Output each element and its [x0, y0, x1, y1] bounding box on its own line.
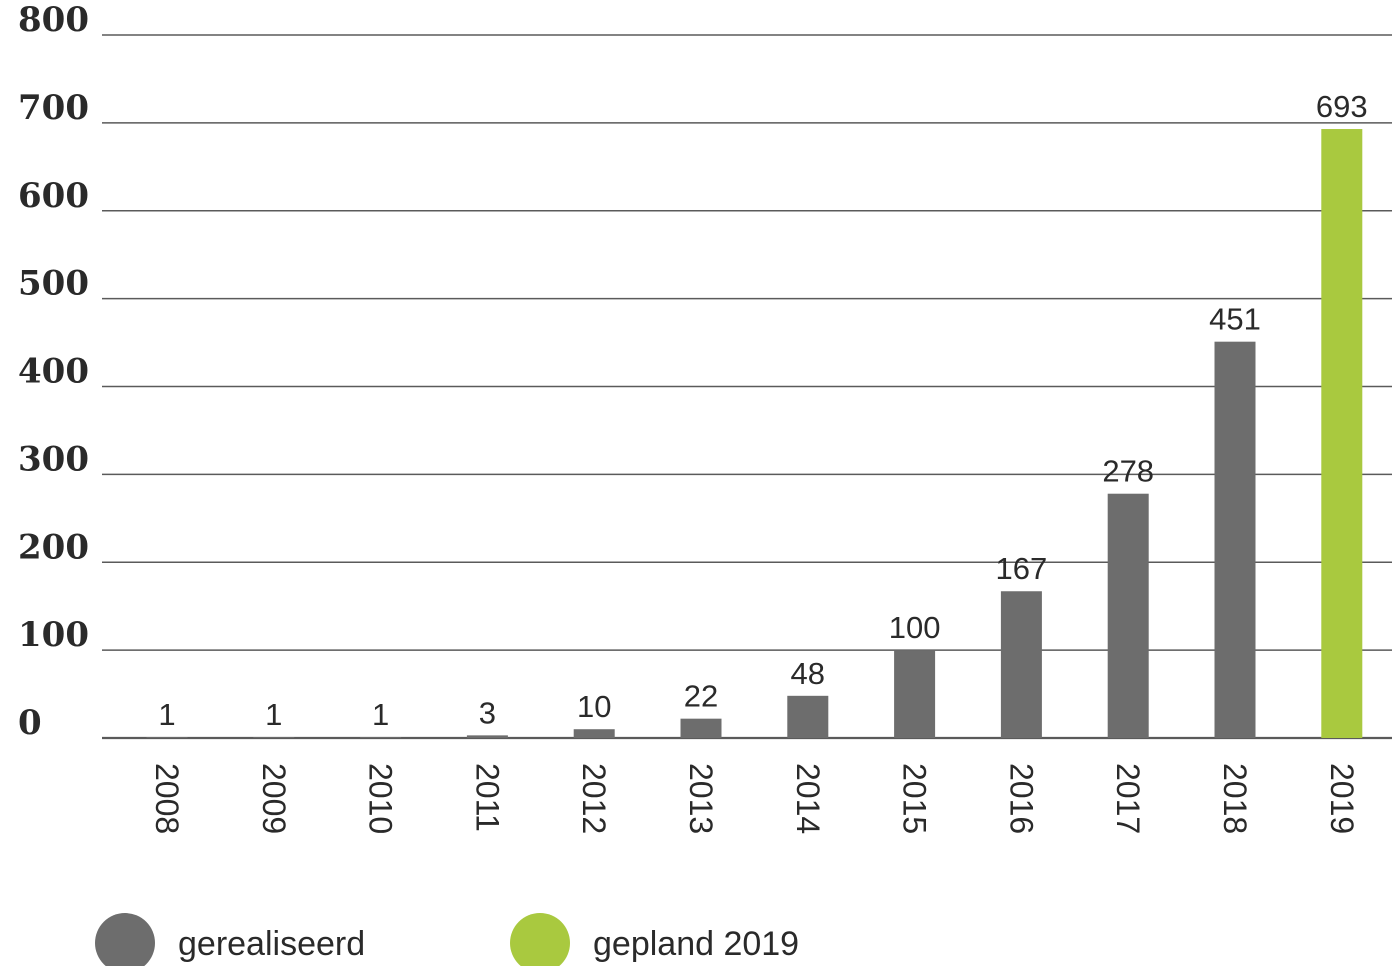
bar-2012 [573, 729, 615, 738]
data-label-2011: 3 [479, 695, 496, 730]
x-tick-label-2008: 2008 [149, 763, 185, 834]
y-tick-label: 600 [18, 176, 89, 216]
x-tick-label-2012: 2012 [576, 763, 612, 834]
bars [146, 129, 1363, 738]
y-tick-label: 500 [18, 264, 89, 304]
data-label-2010: 1 [372, 697, 389, 732]
y-tick-label: 700 [18, 88, 89, 128]
data-label-2016: 167 [996, 551, 1048, 586]
bar-2013 [680, 718, 722, 738]
x-tick-label-2009: 2009 [256, 763, 292, 834]
data-label-2008: 1 [158, 697, 175, 732]
data-label-2013: 22 [684, 679, 718, 714]
y-tick-label: 400 [18, 352, 89, 392]
legend-swatch-1 [510, 913, 570, 966]
legend-swatch-0 [95, 913, 155, 966]
bar-2015 [894, 650, 936, 738]
data-label-2014: 48 [791, 656, 825, 691]
x-tick-label-2015: 2015 [897, 763, 933, 834]
y-tick-label: 0 [18, 703, 42, 743]
bar-2019 [1321, 129, 1363, 738]
bar-2009 [253, 737, 295, 738]
legend-label-1: gepland 2019 [593, 925, 799, 963]
data-label-2018: 451 [1209, 302, 1261, 337]
y-axis-ticks: 0 100 200 300 400 500 600 700 800 [18, 0, 89, 743]
x-tick-label-2017: 2017 [1110, 763, 1146, 834]
y-tick-label: 200 [18, 527, 89, 567]
data-label-2019: 693 [1316, 89, 1368, 124]
bar-2008 [146, 737, 188, 738]
x-tick-label-2014: 2014 [790, 763, 826, 834]
bar-2018 [1214, 341, 1256, 738]
legend: gerealiseerd gepland 2019 [95, 913, 799, 966]
gridlines [102, 34, 1392, 740]
legend-label-0: gerealiseerd [178, 925, 365, 963]
x-tick-label-2016: 2016 [1003, 763, 1039, 834]
x-tick-label-2010: 2010 [363, 763, 399, 834]
bar-2010 [360, 737, 402, 738]
bar-2017 [1107, 493, 1149, 738]
bar-2011 [466, 735, 508, 738]
data-label-2015: 100 [889, 610, 941, 645]
x-tick-label-2013: 2013 [683, 763, 719, 834]
x-tick-label-2018: 2018 [1217, 763, 1253, 834]
data-label-2017: 278 [1102, 454, 1154, 489]
bar-2016 [1000, 591, 1042, 738]
y-tick-label: 100 [18, 615, 89, 655]
data-labels: 1 1 1 3 10 22 48 100 167 278 451 693 [158, 89, 1367, 732]
x-tick-label-2019: 2019 [1324, 763, 1360, 834]
y-tick-label: 800 [18, 0, 89, 40]
data-label-2009: 1 [265, 697, 282, 732]
x-axis-ticks: 2008 2009 2010 2011 2012 2013 2014 2015 2016 2017… [149, 763, 1360, 834]
data-label-2012: 10 [577, 689, 611, 724]
bar-2014 [787, 695, 829, 738]
y-tick-label: 300 [18, 439, 89, 479]
x-tick-label-2011: 2011 [469, 763, 505, 832]
